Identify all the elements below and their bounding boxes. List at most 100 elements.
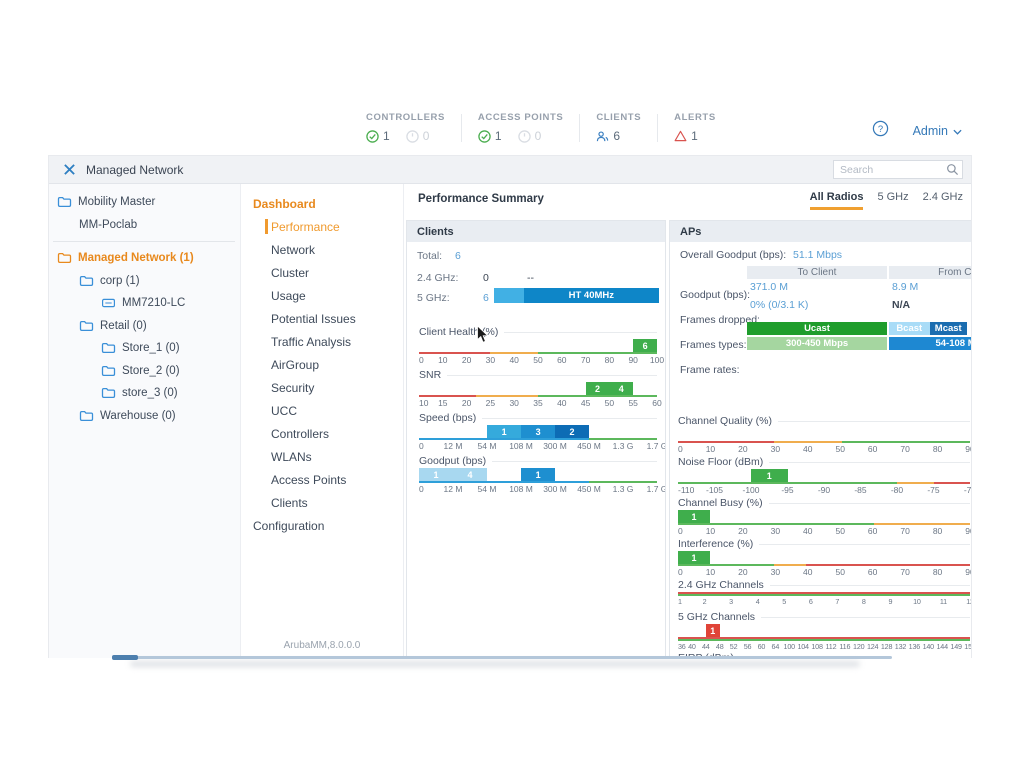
band-24-extra: --: [527, 272, 534, 284]
baseline-segment: [419, 352, 491, 354]
nav-item-label: UCC: [271, 403, 297, 418]
chart-title-rule: [447, 374, 657, 376]
admin-menu[interactable]: Admin: [913, 124, 962, 138]
nav-item-security[interactable]: Security: [241, 376, 403, 399]
stat-value: 0: [405, 129, 429, 143]
chart-title: Channel Busy (%): [678, 497, 763, 509]
nav-item-label: Access Points: [271, 472, 347, 487]
ap-goodput-label: Goodput (bps):: [680, 289, 751, 301]
tree-item-retail-0[interactable]: Retail (0): [49, 315, 240, 338]
tree-item-store-2-0[interactable]: Store_2 (0): [49, 360, 240, 383]
search-input[interactable]: [833, 160, 963, 180]
axis-tick: -90: [817, 485, 831, 495]
nav-item-potential-issues[interactable]: Potential Issues: [241, 307, 403, 330]
nav-item-label: Traffic Analysis: [271, 334, 352, 349]
tree-item-mm7210-lc[interactable]: MM7210-LC: [49, 292, 240, 315]
axis-tick: 70: [900, 444, 910, 454]
axis-tick: 20: [738, 444, 748, 454]
help-icon[interactable]: ?: [872, 120, 889, 142]
search-icon[interactable]: [946, 163, 959, 181]
stat-access-points[interactable]: ACCESS POINTS 1 0: [462, 112, 579, 143]
frames-dropped-to: 0% (0/3.1 K): [750, 299, 809, 311]
folder-icon: [101, 365, 116, 377]
tree-item-mobility-master[interactable]: Mobility Master: [49, 191, 240, 214]
nav-item-configuration[interactable]: Configuration: [241, 514, 403, 537]
axis-tick: 12 M: [443, 441, 463, 451]
axis-tick: 50: [835, 526, 845, 536]
nav-item-usage[interactable]: Usage: [241, 284, 403, 307]
account-area: ? Admin: [872, 120, 962, 142]
axis-tick: 450 M: [577, 441, 601, 451]
stat-controllers[interactable]: CONTROLLERS 1 0: [350, 112, 461, 143]
chart-title: Noise Floor (dBm): [678, 456, 764, 468]
chart-title: Client Health (%): [419, 326, 499, 338]
axis-tick: 0: [678, 567, 683, 577]
horizontal-scrollbar[interactable]: [112, 656, 892, 659]
baseline-segment: [490, 352, 538, 354]
band-24-label: 2.4 GHz:: [417, 272, 459, 284]
baseline-segment: [538, 352, 657, 354]
stat-clients[interactable]: CLIENTS 6: [580, 112, 657, 143]
nav-item-label: Configuration: [253, 518, 325, 533]
chart-bar: 1: [419, 468, 454, 481]
nav-item-controllers[interactable]: Controllers: [241, 422, 403, 445]
tree-item-store-1-0[interactable]: Store_1 (0): [49, 337, 240, 360]
tree-item-corp-1[interactable]: corp (1): [49, 270, 240, 293]
stat-label: CLIENTS: [596, 112, 642, 123]
axis-tick: 36: [678, 642, 686, 651]
channel-busy-chart: Channel Busy (%)10102030405060708090: [678, 496, 971, 537]
horizontal-scrollbar-thumb[interactable]: [112, 655, 138, 660]
baseline-segment: [419, 438, 589, 440]
axis-tick: 15: [438, 398, 448, 408]
axis-tick: 104: [797, 642, 809, 651]
axis-tick: 90: [628, 355, 638, 365]
tree-item-warehouse-0[interactable]: Warehouse (0): [49, 405, 240, 428]
axis-tick: 30: [770, 444, 781, 454]
nav-item-network[interactable]: Network: [241, 238, 403, 261]
axis-tick: 108: [811, 642, 823, 651]
nav-item-ucc[interactable]: UCC: [241, 399, 403, 422]
stat-label: CONTROLLERS: [366, 112, 445, 123]
axis-tick: -70: [963, 485, 971, 495]
baseline-segment: [678, 637, 970, 639]
frame-rates-from-bar: 54-108 Mbps: [889, 337, 971, 350]
clients-icon: [596, 130, 609, 143]
tab-2-4-ghz[interactable]: 2.4 GHz: [922, 191, 963, 203]
axis-tick: 0: [419, 441, 424, 451]
frames-dropped-from: N/A: [892, 299, 911, 311]
tree-item-store-3-0[interactable]: store_3 (0): [49, 382, 240, 405]
nav-item-cluster[interactable]: Cluster: [241, 261, 403, 284]
nav-item-clients[interactable]: Clients: [241, 491, 403, 514]
nav-item-access-points[interactable]: Access Points: [241, 468, 403, 491]
nav-item-label: Controllers: [271, 426, 330, 441]
stat-alerts[interactable]: ALERTS 1: [658, 112, 732, 143]
tab-5-ghz[interactable]: 5 GHz: [877, 191, 909, 203]
nav-item-traffic-analysis[interactable]: Traffic Analysis: [241, 330, 403, 353]
baseline-segment: [841, 441, 970, 443]
axis-tick: 0: [678, 444, 683, 454]
baseline-segment: [774, 441, 842, 443]
nav-item-dashboard[interactable]: Dashboard: [241, 192, 403, 215]
axis-tick: 4: [755, 597, 760, 606]
nav-item-airgroup[interactable]: AirGroup: [241, 353, 403, 376]
nav-item-label: Performance: [271, 219, 340, 234]
bar-segment: [494, 288, 524, 303]
tree-item-managed-network-1[interactable]: Managed Network (1): [49, 247, 240, 270]
close-icon[interactable]: [63, 163, 76, 176]
stat-value: 1: [366, 129, 390, 143]
axis-tick: -110: [678, 485, 695, 495]
nav-item-performance[interactable]: Performance: [241, 215, 403, 238]
baseline-segment: [806, 564, 970, 566]
nav-item-wlans[interactable]: WLANs: [241, 445, 403, 468]
goodput-chart: Goodput (bps) 1 4 1 0 12 M 54 M 108 M 300 M 450 M…: [419, 454, 665, 495]
axis-tick: 5: [782, 597, 787, 606]
controller-icon: [101, 298, 116, 308]
overall-goodput-label: Overall Goodput (bps):: [680, 249, 787, 261]
stat-value: 1: [674, 129, 698, 143]
axis-tick: 56: [743, 642, 752, 651]
tree-item-mm-poclab[interactable]: MM-Poclab: [49, 214, 240, 237]
aps-panel-title: APs: [680, 225, 702, 238]
nav-item-label: Cluster: [271, 265, 310, 280]
tab-all-radios[interactable]: All Radios: [809, 191, 864, 210]
axis-tick: 136: [908, 642, 921, 651]
